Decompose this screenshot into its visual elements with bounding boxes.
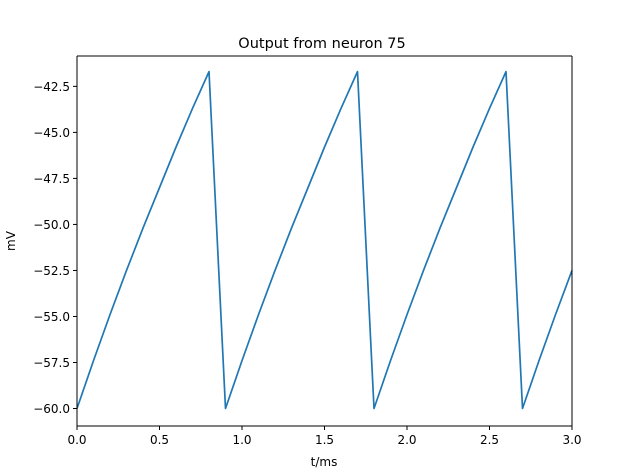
x-tick-label: 3.0 (562, 433, 581, 447)
x-tick-label: 1.0 (232, 433, 251, 447)
y-tick-label: −52.5 (33, 264, 70, 278)
y-tick-label: −55.0 (33, 310, 70, 324)
plot-area (76, 55, 573, 427)
x-tick-label: 0.5 (150, 433, 169, 447)
x-tick-label: 0.0 (67, 433, 86, 447)
y-axis: −60.0 −57.5 −55.0 −52.5 −50.0 −47.5 −45.0 −42.5 (33, 80, 77, 416)
chart-title: Output from neuron 75 (238, 36, 405, 52)
y-tick-label: −50.0 (33, 218, 70, 232)
y-tick-label: −47.5 (33, 172, 70, 186)
y-tick-label: −42.5 (33, 80, 70, 94)
x-tick-label: 2.0 (397, 433, 416, 447)
y-axis-label: mV (4, 230, 18, 251)
x-axis-label: t/ms (311, 455, 338, 469)
x-axis: 0.0 0.5 1.0 1.5 2.0 2.5 3.0 (67, 426, 582, 447)
series-layer (76, 70, 573, 410)
y-tick-label: −45.0 (33, 126, 70, 140)
x-tick-label: 2.5 (480, 433, 499, 447)
y-tick-label: −57.5 (33, 356, 70, 370)
y-tick-label: −60.0 (33, 402, 70, 416)
series-line-0 (76, 70, 573, 410)
plot-background (77, 56, 572, 426)
x-tick-label: 1.5 (315, 433, 334, 447)
